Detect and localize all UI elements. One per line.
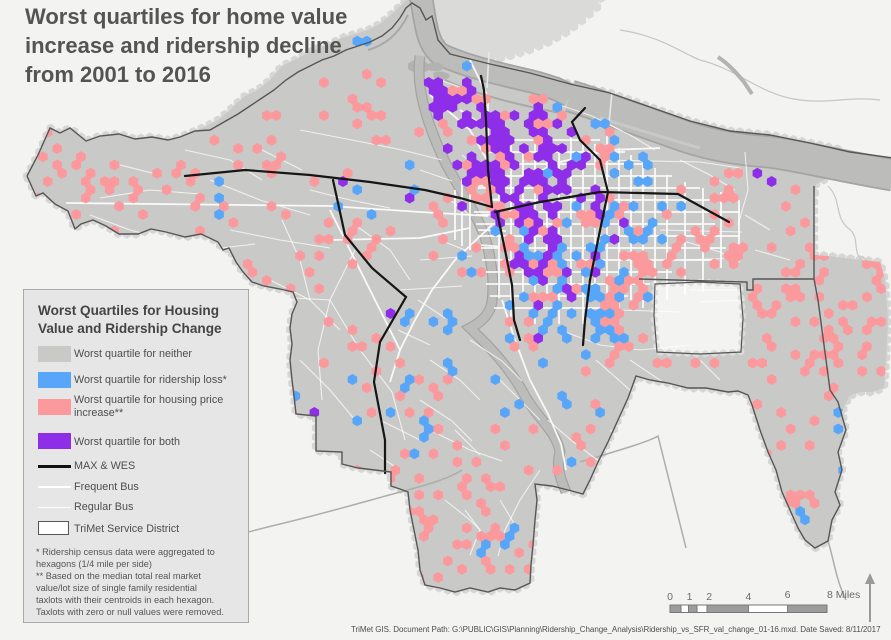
svg-text:8 Miles: 8 Miles xyxy=(827,589,860,601)
svg-text:2: 2 xyxy=(706,591,712,603)
svg-text:1: 1 xyxy=(687,591,693,603)
svg-text:4: 4 xyxy=(745,591,751,603)
svg-text:6: 6 xyxy=(785,589,791,601)
svg-text:0: 0 xyxy=(667,591,673,603)
